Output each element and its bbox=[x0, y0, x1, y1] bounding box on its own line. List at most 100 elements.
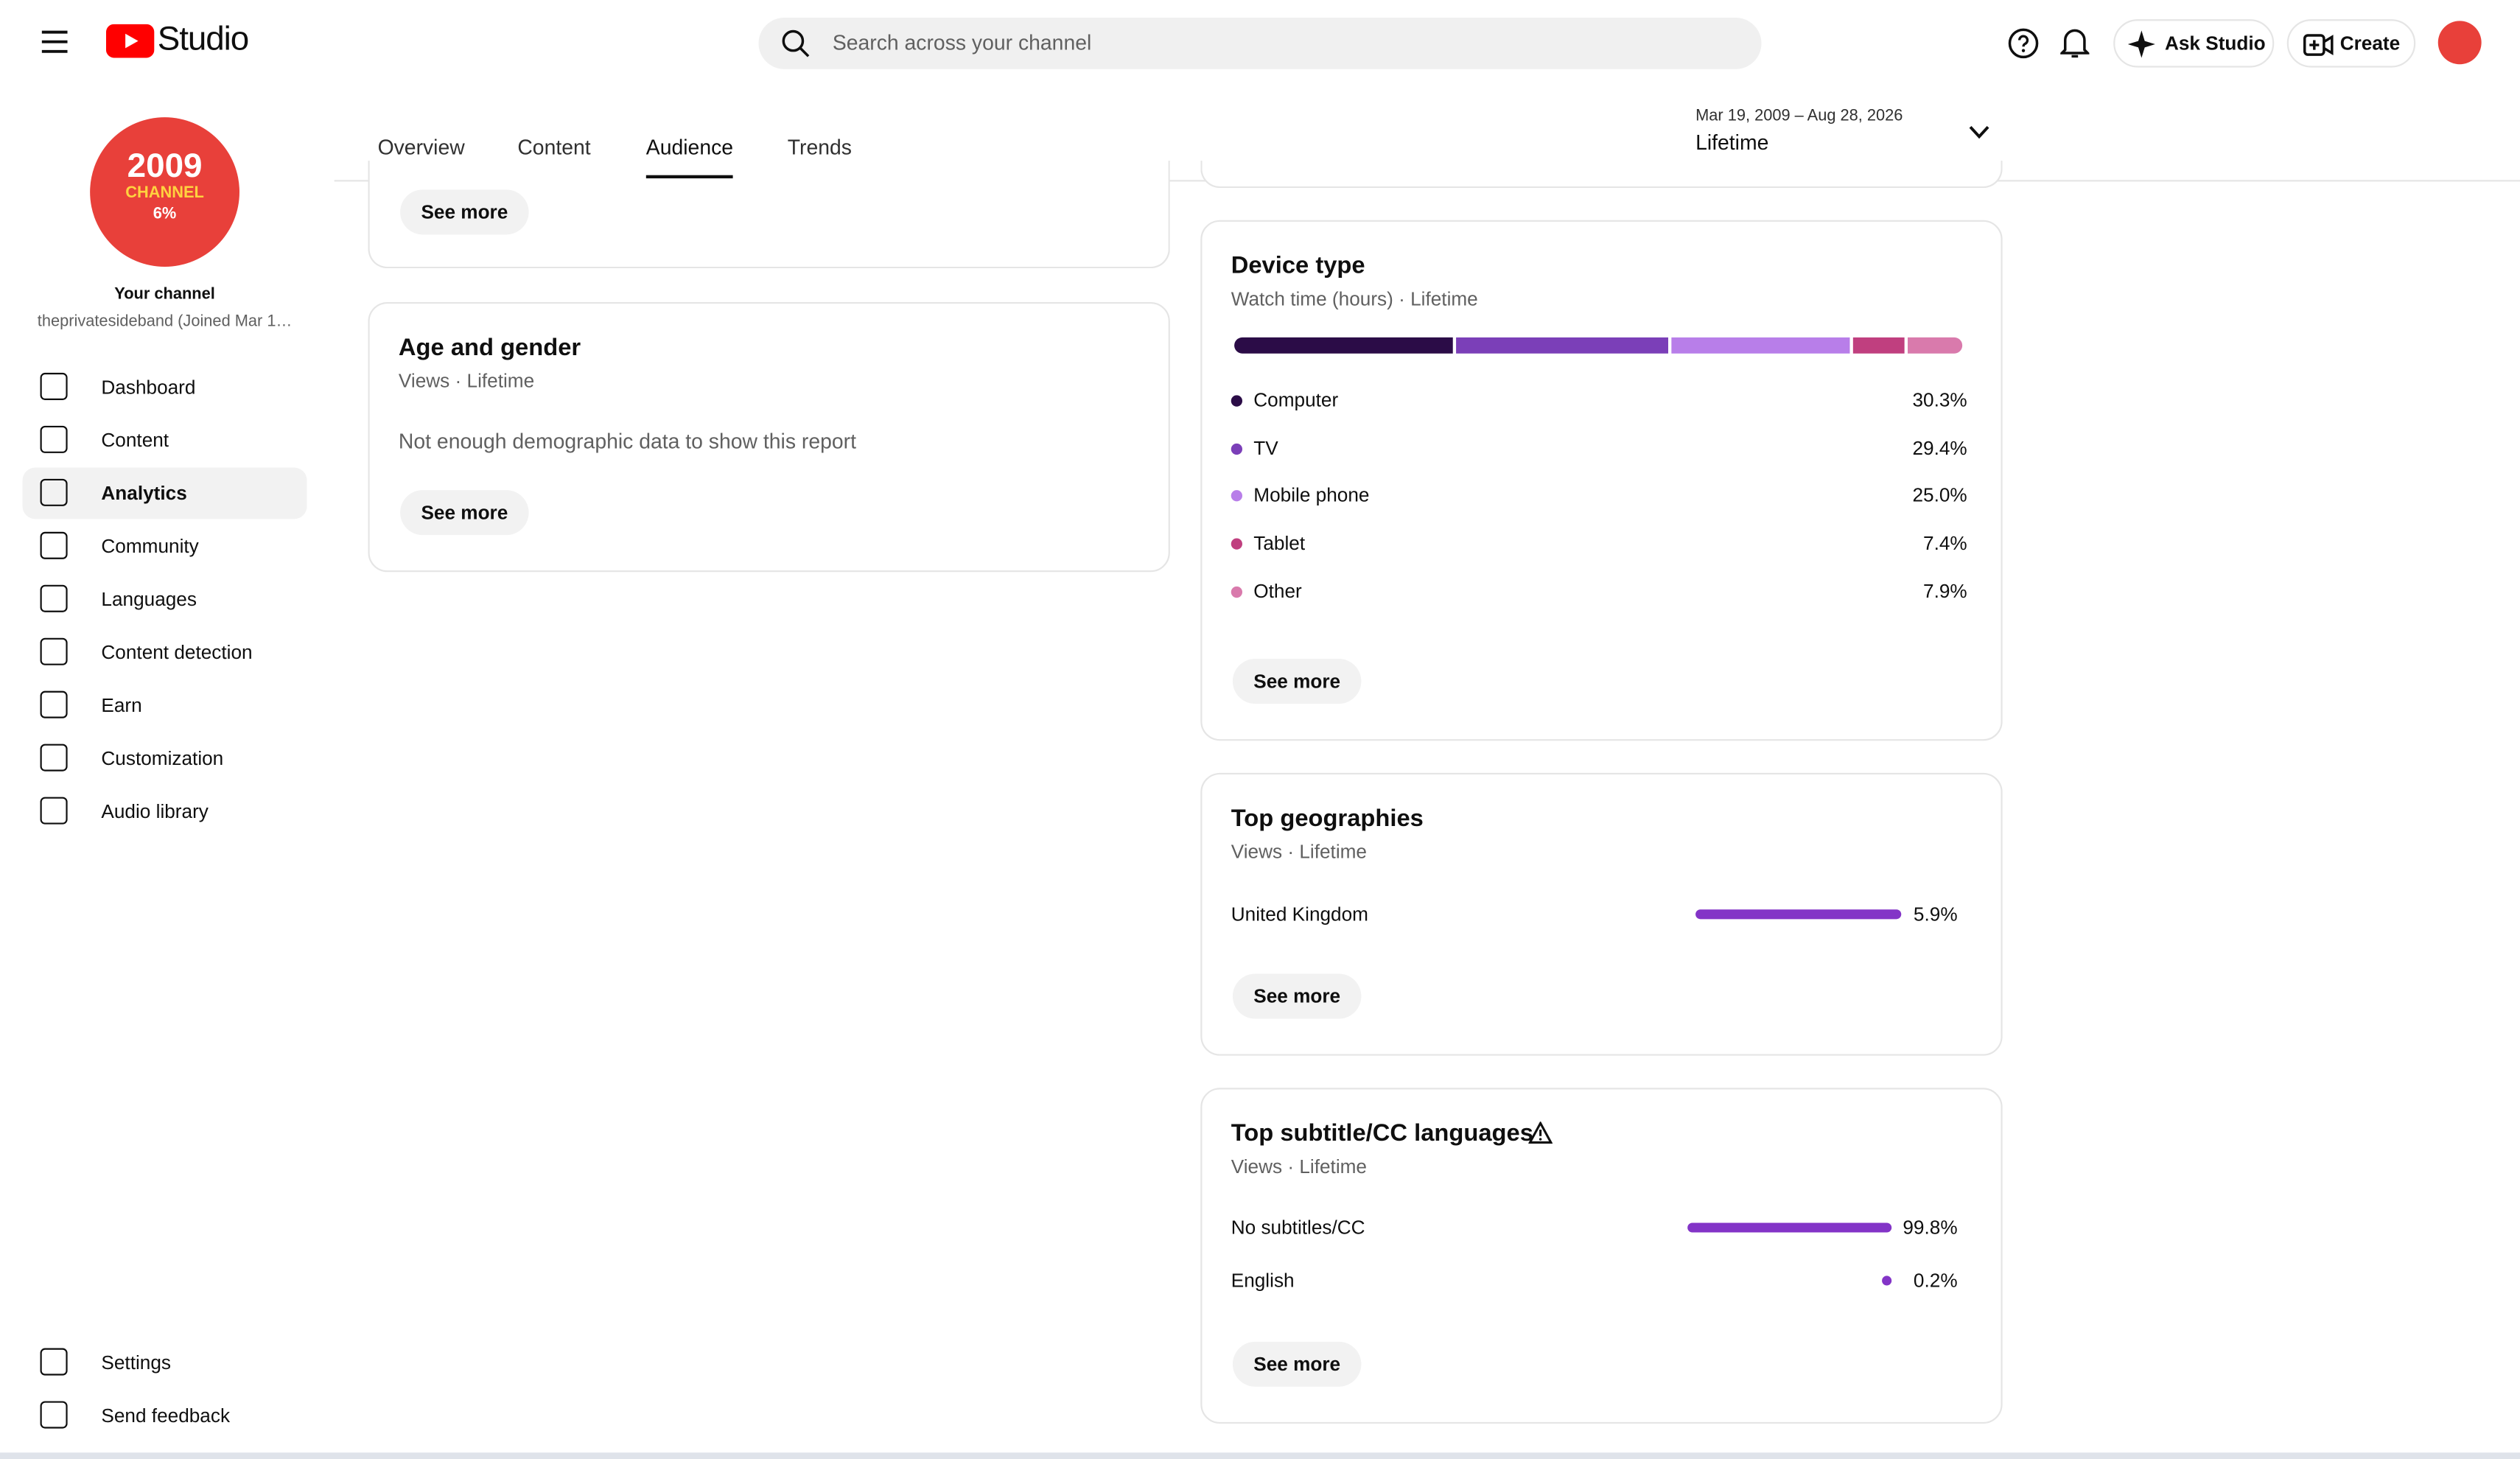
nav-icon bbox=[40, 425, 68, 453]
nav-item[interactable]: Languages bbox=[101, 588, 197, 611]
warning-icon[interactable] bbox=[1528, 1122, 1553, 1144]
notifications-icon[interactable] bbox=[2060, 26, 2090, 60]
nav-icon bbox=[40, 531, 68, 559]
nav-highlight bbox=[22, 467, 307, 519]
see-more-button[interactable]: See more bbox=[1232, 1341, 1362, 1387]
ask-studio-label: Ask Studio bbox=[2164, 32, 2266, 55]
sparkle-icon bbox=[2127, 30, 2155, 58]
avatar-text: 6% bbox=[153, 206, 177, 224]
device-value: 7.4% bbox=[1923, 531, 1967, 555]
menu-icon[interactable] bbox=[41, 30, 68, 53]
device-value: 7.9% bbox=[1923, 579, 1967, 603]
see-more-button[interactable]: See more bbox=[400, 189, 529, 235]
nav-icon bbox=[40, 744, 68, 772]
help-icon[interactable] bbox=[2007, 27, 2040, 60]
search-icon bbox=[782, 29, 810, 57]
avatar-text: 2009 bbox=[127, 147, 203, 185]
tab[interactable]: Overview bbox=[377, 135, 465, 159]
nav-item[interactable]: Content detection bbox=[101, 641, 253, 664]
channel-handle: theprivatesideband (Joined Mar 1… bbox=[37, 313, 293, 332]
legend-dot bbox=[1231, 443, 1243, 455]
nav-item[interactable]: Content bbox=[101, 429, 169, 452]
device-bar-segment bbox=[1455, 337, 1668, 354]
ask-studio-button[interactable]: Ask Studio bbox=[2113, 19, 2275, 68]
nav-item[interactable]: Community bbox=[101, 535, 199, 558]
see-more-button[interactable]: See more bbox=[400, 490, 529, 536]
tab[interactable]: Content bbox=[517, 135, 591, 159]
nav-item[interactable]: Audio library bbox=[101, 800, 209, 823]
device-value: 30.3% bbox=[1912, 388, 1967, 412]
bottom-edge bbox=[0, 1452, 2520, 1459]
empty-message: Not enough demographic data to show this… bbox=[398, 429, 856, 453]
legend-dot bbox=[1231, 538, 1243, 550]
tab[interactable]: Trends bbox=[787, 135, 852, 159]
device-value: 25.0% bbox=[1912, 484, 1967, 507]
list-value: 0.2% bbox=[1913, 1269, 1958, 1292]
nav-item[interactable]: Dashboard bbox=[101, 376, 196, 399]
device-bar-segment bbox=[1908, 337, 1963, 354]
card-subtitle: Views · Lifetime bbox=[398, 369, 535, 393]
create-icon bbox=[2303, 34, 2334, 56]
list-value: 5.9% bbox=[1913, 903, 1958, 926]
nav-icon bbox=[40, 637, 68, 665]
nav-item[interactable]: Send feedback bbox=[101, 1404, 231, 1427]
nav-icon bbox=[40, 797, 68, 825]
list-name: United Kingdom bbox=[1231, 903, 1368, 926]
device-type-card bbox=[1200, 220, 2003, 741]
card-title: Age and gender bbox=[398, 334, 581, 362]
date-label[interactable]: Lifetime bbox=[1695, 130, 1769, 155]
device-bar-segment bbox=[1234, 337, 1453, 354]
list-bar bbox=[1687, 1222, 1892, 1233]
card bbox=[1200, 161, 2003, 189]
nav-icon bbox=[40, 584, 68, 612]
nav-icon bbox=[40, 372, 68, 400]
nav-item[interactable]: Settings bbox=[101, 1351, 171, 1374]
channel-label: Your channel bbox=[114, 286, 215, 304]
device-name: Tablet bbox=[1253, 531, 1306, 555]
nav-icon bbox=[40, 478, 68, 506]
legend-dot bbox=[1231, 490, 1243, 503]
card-subtitle: Views · Lifetime bbox=[1231, 840, 1368, 863]
tab[interactable]: Audience bbox=[645, 135, 734, 159]
list-value: 99.8% bbox=[1903, 1216, 1958, 1239]
card-subtitle: Watch time (hours) · Lifetime bbox=[1231, 287, 1478, 310]
device-bar-segment bbox=[1853, 337, 1905, 354]
avatar-text: CHANNEL bbox=[125, 184, 204, 203]
device-value: 29.4% bbox=[1912, 436, 1967, 459]
nav-item[interactable]: Analytics bbox=[101, 482, 187, 505]
device-name: Other bbox=[1253, 579, 1302, 603]
logo-icon[interactable] bbox=[105, 24, 155, 58]
dropdown-icon[interactable] bbox=[1969, 125, 1989, 140]
list-name: English bbox=[1231, 1269, 1295, 1292]
legend-dot bbox=[1231, 395, 1243, 407]
see-more-button[interactable]: See more bbox=[1232, 973, 1362, 1019]
nav-icon bbox=[40, 690, 68, 718]
card-title: Device type bbox=[1231, 252, 1365, 280]
nav-item[interactable]: Earn bbox=[101, 694, 142, 717]
legend-dot bbox=[1231, 586, 1243, 598]
tab-underline bbox=[645, 175, 733, 179]
nav-item[interactable]: Customization bbox=[101, 746, 224, 770]
nav-icon bbox=[40, 1401, 68, 1429]
logo-text[interactable]: Studio bbox=[157, 21, 249, 58]
search-placeholder: Search across your channel bbox=[832, 30, 1092, 55]
card-title: Top geographies bbox=[1231, 805, 1424, 833]
date-range[interactable]: Mar 19, 2009 – Aug 28, 2026 bbox=[1695, 108, 1903, 126]
list-name: No subtitles/CC bbox=[1231, 1216, 1365, 1239]
list-bar bbox=[1882, 1276, 1892, 1286]
see-more-button[interactable]: See more bbox=[1232, 659, 1362, 704]
device-name: TV bbox=[1253, 436, 1278, 459]
device-bar-segment bbox=[1670, 337, 1851, 354]
device-name: Computer bbox=[1253, 388, 1339, 412]
list-bar bbox=[1695, 909, 1902, 920]
create-label: Create bbox=[2339, 32, 2401, 55]
device-name: Mobile phone bbox=[1253, 484, 1370, 507]
nav-icon bbox=[40, 1348, 68, 1376]
channel-avatar[interactable]: 2009 CHANNEL 6% bbox=[90, 117, 239, 267]
account-avatar[interactable] bbox=[2437, 21, 2482, 65]
search-box[interactable]: Search across your channel bbox=[758, 17, 1762, 69]
create-button[interactable]: Create bbox=[2286, 19, 2416, 68]
card-title: Top subtitle/CC languages bbox=[1231, 1119, 1533, 1147]
